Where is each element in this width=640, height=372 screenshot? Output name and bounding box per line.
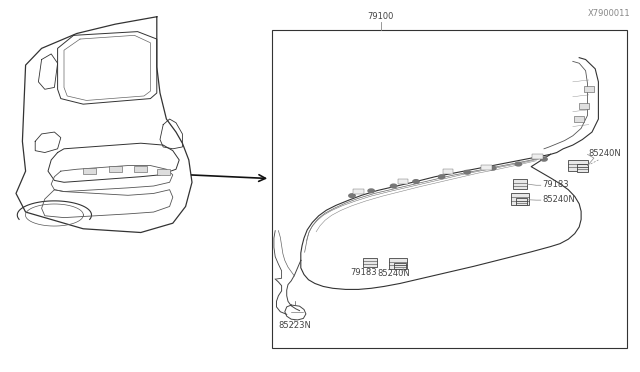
Bar	[134, 166, 147, 172]
Circle shape	[490, 166, 496, 170]
Circle shape	[413, 180, 419, 183]
Bar	[574, 116, 584, 122]
Circle shape	[515, 162, 522, 166]
Bar	[532, 154, 543, 159]
Bar	[398, 179, 408, 184]
Text: 85240N: 85240N	[589, 149, 621, 158]
Text: 85223N: 85223N	[278, 321, 311, 330]
Text: 79183: 79183	[351, 268, 378, 277]
Circle shape	[464, 170, 470, 174]
Circle shape	[438, 175, 445, 179]
Bar	[353, 189, 364, 194]
Circle shape	[368, 189, 374, 193]
Bar	[513, 180, 527, 189]
Bar	[516, 198, 527, 205]
Bar	[83, 168, 96, 174]
Bar	[157, 169, 170, 175]
Circle shape	[541, 157, 547, 161]
Bar	[577, 164, 588, 172]
Bar	[584, 86, 594, 92]
Text: 85240N: 85240N	[543, 195, 575, 204]
Text: 79183: 79183	[543, 180, 570, 189]
Bar	[443, 169, 453, 174]
Bar	[109, 166, 122, 172]
Bar	[272, 30, 627, 348]
Text: 85240N: 85240N	[378, 269, 410, 278]
Text: X7900011: X7900011	[588, 9, 630, 17]
Bar	[511, 193, 529, 205]
Text: 79100: 79100	[367, 12, 394, 21]
Bar	[481, 165, 492, 170]
Bar	[568, 160, 588, 171]
Circle shape	[390, 184, 397, 188]
Circle shape	[349, 194, 355, 198]
Bar	[363, 257, 377, 267]
Bar	[389, 258, 407, 269]
Bar	[579, 103, 589, 109]
Bar	[394, 263, 406, 269]
